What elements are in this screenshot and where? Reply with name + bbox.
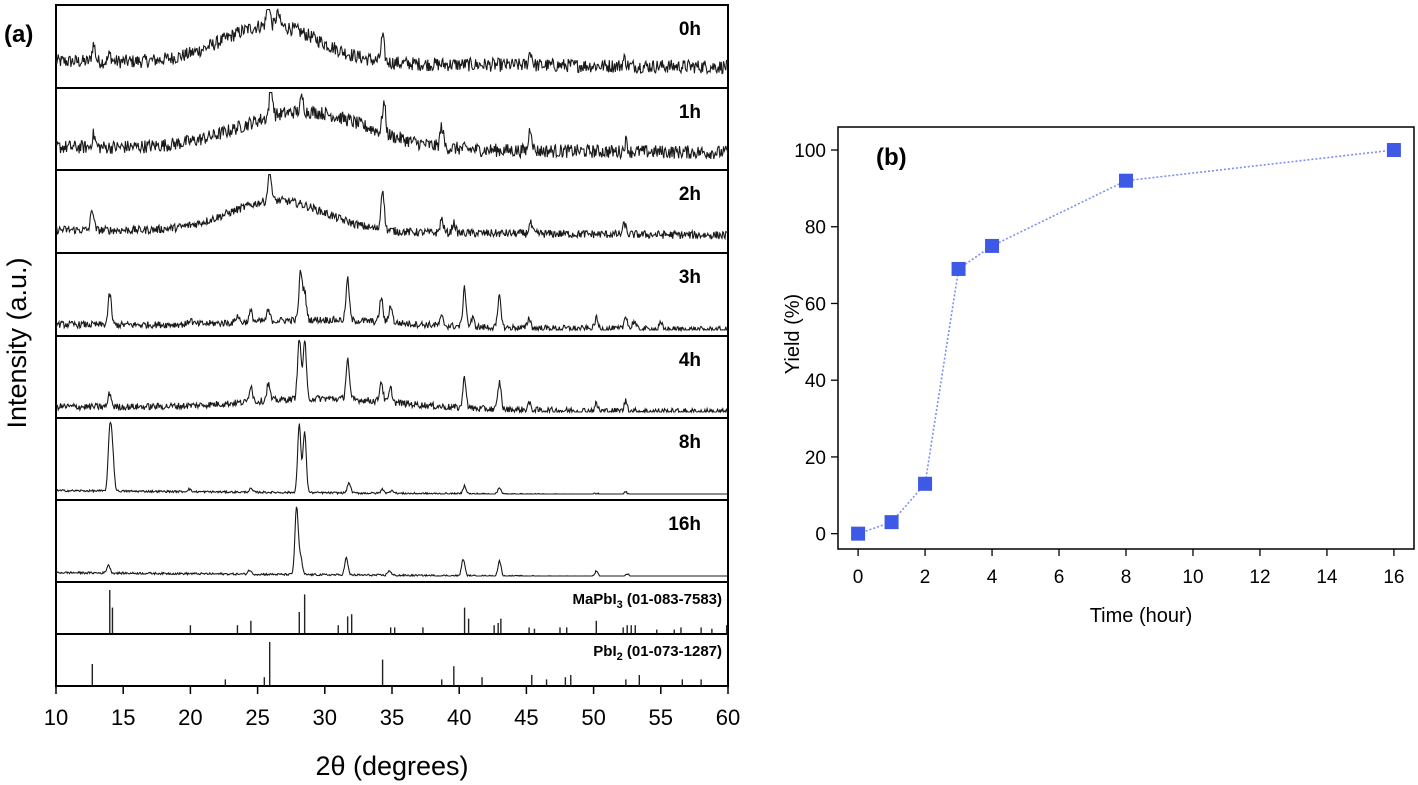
x-tick-label: 10 [1182, 567, 1203, 588]
yield-point [951, 261, 966, 276]
x-tick-label: 0 [853, 567, 864, 588]
xrd-pattern-16h: 16h [55, 499, 729, 583]
yield-point [1386, 143, 1401, 158]
reference-pattern-1: PbI2 (01-073-1287) [55, 633, 729, 687]
xrd-y-axis-label: Intensity (a.u.) [2, 257, 32, 428]
reference-pattern-0: MaPbI3 (01-083-7583) [55, 581, 729, 635]
strip-frame [55, 4, 729, 89]
yield-x-axis-label: Time (hour) [1090, 605, 1193, 627]
strip-label: 4h [679, 350, 701, 371]
xrd-trace [55, 269, 728, 333]
xrd-trace [55, 421, 728, 496]
x-tick-label: 10 [44, 705, 68, 730]
yield-trend-line [857, 149, 1394, 535]
xrd-pattern-2h: 2h [55, 169, 729, 254]
xrd-pattern-8h: 8h [55, 417, 729, 501]
x-tick-label: 6 [1054, 567, 1065, 588]
strip-label: 8h [679, 432, 701, 453]
panel-a-label: (a) [4, 21, 33, 48]
xrd-strips: 0h 1h 2h 3h 4h 8h 16h MaPbI3 (01-083-7583) PbI2 … [55, 4, 729, 687]
xrd-trace [55, 92, 729, 161]
y-tick-label: 80 [805, 218, 826, 239]
strip-label: 1h [679, 102, 701, 123]
strip-label: 0h [679, 19, 701, 40]
x-tick-label: 14 [1316, 567, 1338, 588]
yield-line [857, 149, 1394, 535]
yield-points [851, 143, 1401, 541]
x-tick-label: 35 [380, 705, 404, 730]
y-tick-label: 40 [805, 371, 826, 392]
yield-y-axis-label: Yield (%) [782, 294, 804, 374]
xrd-pattern-0h: 0h [55, 4, 729, 89]
xrd-trace [55, 174, 729, 241]
y-tick-label: 20 [805, 448, 826, 469]
yield-point [985, 238, 1000, 253]
xrd-x-axis: 10 15 20 25 30 35 40 45 50 55 60 [44, 686, 740, 730]
xrd-trace [55, 7, 729, 76]
x-tick-label: 40 [447, 705, 471, 730]
x-tick-label: 15 [111, 705, 135, 730]
strip-frame [55, 169, 729, 254]
xrd-panel: (a) 0h 1h 2h 3h 4h 8h 16h MaPbI3 (01-083-7583) P… [2, 4, 740, 781]
x-tick-label: 20 [178, 705, 202, 730]
strip-frame [55, 499, 729, 583]
x-tick-label: 45 [514, 705, 538, 730]
y-tick-label: 0 [815, 525, 826, 546]
x-tick-label: 16 [1383, 567, 1404, 588]
x-tick-label: 30 [313, 705, 337, 730]
x-tick-label: 2 [920, 567, 931, 588]
yield-point [884, 515, 899, 530]
panel-b-label: (b) [876, 144, 907, 171]
yield-point [1119, 173, 1133, 188]
yield-axes: 0 2 4 6 8 10 12 14 16 0 20 40 60 80 100 [794, 141, 1404, 588]
x-tick-label: 4 [987, 567, 998, 588]
xrd-pattern-3h: 3h [55, 252, 729, 337]
y-tick-label: 100 [794, 141, 826, 162]
x-tick-label: 8 [1121, 567, 1132, 588]
x-tick-label: 60 [716, 705, 740, 730]
xrd-x-axis-label: 2θ (degrees) [315, 751, 468, 781]
xrd-trace [55, 339, 729, 415]
reference-label: PbI2 (01-073-1287) [593, 643, 722, 663]
strip-frame [55, 87, 729, 171]
yield-panel: (b) 0 2 4 6 8 10 12 14 16 0 20 40 60 80 100 Time (hour… [782, 126, 1415, 627]
x-tick-label: 55 [649, 705, 673, 730]
strip-label: 3h [679, 267, 701, 288]
strip-frame [55, 417, 729, 501]
xrd-pattern-4h: 4h [55, 335, 729, 419]
reference-label: MaPbI3 (01-083-7583) [572, 591, 722, 611]
x-tick-label: 25 [245, 705, 269, 730]
y-tick-label: 60 [805, 294, 826, 315]
yield-point [851, 526, 866, 541]
xrd-trace [55, 506, 728, 578]
yield-point [918, 476, 933, 491]
xrd-pattern-1h: 1h [55, 87, 729, 171]
x-tick-label: 12 [1249, 567, 1270, 588]
strip-label: 2h [679, 184, 701, 205]
x-tick-label: 50 [581, 705, 605, 730]
strip-frame [55, 633, 729, 687]
strip-label: 16h [668, 514, 701, 535]
